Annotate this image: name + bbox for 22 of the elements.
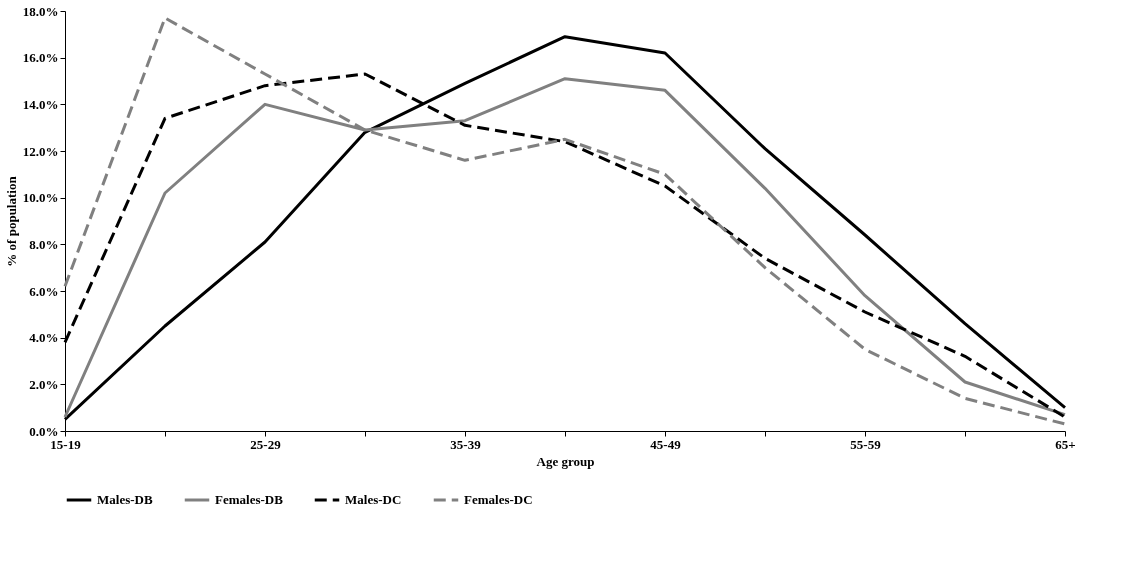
legend-label: Males-DC bbox=[345, 492, 402, 507]
y-tick-label: 12.0% bbox=[22, 143, 59, 159]
y-tick-label: 0.0% bbox=[29, 423, 59, 439]
y-tick-label: 2.0% bbox=[29, 376, 59, 392]
y-tick-label: 4.0% bbox=[29, 330, 59, 346]
y-tick-label: 10.0% bbox=[22, 190, 59, 206]
x-tick-label: 15-19 bbox=[50, 436, 82, 452]
x-tick-label: 65+ bbox=[1055, 436, 1076, 452]
x-tick-label: 55-59 bbox=[850, 436, 882, 452]
y-tick-label: 6.0% bbox=[29, 283, 59, 299]
x-tick-label: 25-29 bbox=[250, 436, 282, 452]
x-tick-label: 35-39 bbox=[450, 436, 482, 452]
y-tick-label: 8.0% bbox=[29, 236, 59, 252]
y-tick-label: 14.0% bbox=[22, 96, 59, 112]
y-tick-label: 18.0% bbox=[22, 3, 59, 19]
y-axis-title: % of population bbox=[3, 175, 19, 267]
y-tick-label: 16.0% bbox=[22, 50, 59, 66]
legend-label: Females-DC bbox=[464, 492, 533, 507]
legend-label: Males-DB bbox=[97, 492, 153, 507]
x-axis-title: Age group bbox=[536, 453, 595, 469]
x-tick-label: 45-49 bbox=[650, 436, 682, 452]
legend-label: Females-DB bbox=[215, 492, 284, 507]
